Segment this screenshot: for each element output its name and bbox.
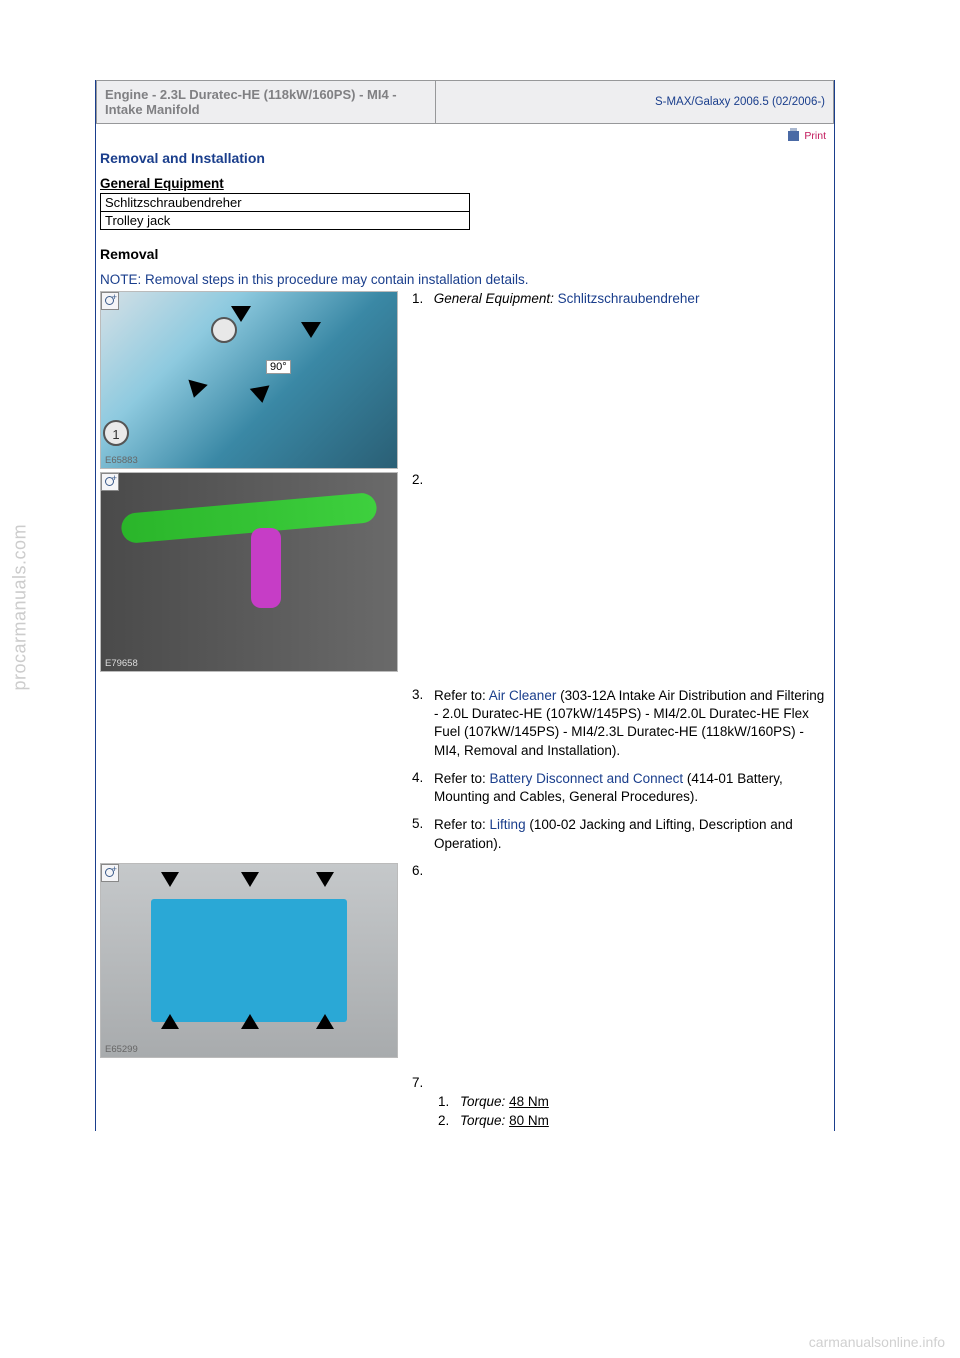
image-code: E65299	[105, 1044, 138, 1055]
torque-label: Torque:	[460, 1094, 505, 1109]
step-number: 6.	[412, 863, 430, 878]
sub-number: 1.	[438, 1092, 460, 1112]
table-row: Trolley jack	[101, 212, 470, 230]
print-row: Print	[96, 124, 834, 144]
print-icon	[788, 131, 799, 141]
step-number: 4.	[412, 770, 434, 806]
torque-value: 48 Nm	[509, 1094, 549, 1109]
step-number: 1.	[412, 291, 430, 306]
step-number: 5.	[412, 816, 434, 852]
step-image: E79658	[100, 472, 398, 672]
step-7-block: 7. 1. Torque: 48 Nm 2. Torque: 80 Nm	[100, 1061, 830, 1131]
step-5: 5. Refer to: Lifting (100-02 Jacking and…	[412, 816, 830, 862]
sub-number: 2.	[438, 1111, 460, 1131]
step-1: 1 90° E65883 1. General Equipment: Schli…	[100, 291, 830, 469]
equipment-heading: General Equipment	[100, 176, 830, 193]
torque-label: Torque:	[460, 1113, 505, 1128]
zoom-icon[interactable]	[101, 473, 119, 491]
angle-label: 90°	[266, 360, 291, 374]
watermark-bottom-right: carmanualsonline.info	[809, 1334, 945, 1350]
text-steps: 3. Refer to: Air Cleaner (303-12A Intake…	[100, 675, 830, 863]
equipment-link[interactable]: Schlitzschraubendreher	[558, 291, 700, 306]
header-table: Engine - 2.3L Duratec-HE (118kW/160PS) -…	[96, 80, 834, 124]
ref-link[interactable]: Air Cleaner	[489, 688, 557, 703]
step-prefix: Refer to:	[434, 817, 486, 832]
step-rest: (100-02 Jacking and Lifting, Description…	[434, 817, 793, 850]
section-title: Removal and Installation	[100, 144, 830, 176]
step-number: 3.	[412, 687, 434, 760]
note-text: NOTE: Removal steps in this procedure ma…	[100, 272, 830, 291]
header-model: S-MAX/Galaxy 2006.5 (02/2006-)	[436, 81, 834, 124]
step-7: 7.	[412, 1075, 830, 1092]
image-code: E65883	[105, 455, 138, 466]
step-2: E79658 2.	[100, 472, 830, 672]
step-prefix: General Equipment:	[434, 291, 554, 306]
zoom-icon[interactable]	[101, 864, 119, 882]
zoom-icon[interactable]	[101, 292, 119, 310]
step-4: 4. Refer to: Battery Disconnect and Conn…	[412, 770, 830, 816]
step-number: 2.	[412, 472, 430, 487]
ref-link[interactable]: Lifting	[490, 817, 526, 832]
header-title: Engine - 2.3L Duratec-HE (118kW/160PS) -…	[97, 81, 436, 124]
ref-link[interactable]: Battery Disconnect and Connect	[490, 771, 684, 786]
print-link[interactable]: Print	[804, 130, 826, 142]
equipment-table: Schlitzschraubendreher Trolley jack	[100, 193, 470, 230]
step-number: 7.	[412, 1075, 434, 1090]
step-image: E65299	[100, 863, 398, 1058]
step-3: 3. Refer to: Air Cleaner (303-12A Intake…	[412, 687, 830, 770]
step-image: 1 90° E65883	[100, 291, 398, 469]
watermark-left: procarmanuals.com	[10, 524, 31, 691]
torque-list: 1. Torque: 48 Nm 2. Torque: 80 Nm	[412, 1092, 830, 1131]
torque-value: 80 Nm	[509, 1113, 549, 1128]
page-frame: Engine - 2.3L Duratec-HE (118kW/160PS) -…	[95, 80, 835, 1131]
step-prefix: Refer to:	[434, 688, 486, 703]
removal-heading: Removal	[100, 242, 830, 272]
step-prefix: Refer to:	[434, 771, 486, 786]
callout-1: 1	[103, 420, 129, 446]
image-code: E79658	[105, 658, 138, 669]
step-6: E65299 6.	[100, 863, 830, 1058]
table-row: Schlitzschraubendreher	[101, 194, 470, 212]
